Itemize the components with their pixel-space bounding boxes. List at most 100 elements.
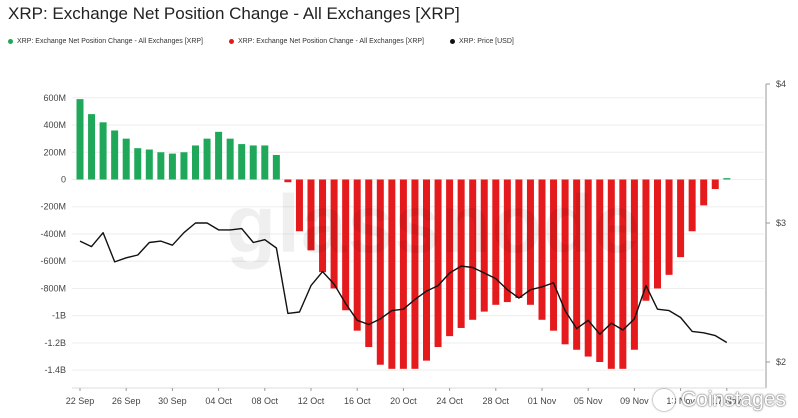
y-left-tick-label: -200M	[40, 202, 66, 212]
netflow-bar	[111, 130, 119, 180]
x-tick-label: 04 Oct	[205, 396, 232, 406]
legend-dot-icon	[229, 39, 234, 44]
netflow-bar	[584, 179, 592, 357]
netflow-bar	[573, 179, 581, 350]
x-tick-label: 05 Nov	[574, 396, 603, 406]
netflow-bar	[376, 179, 384, 365]
netflow-bar	[538, 179, 546, 320]
coinstages-watermark: Coinstages	[652, 388, 786, 412]
y-left-tick-label: 0	[61, 175, 66, 185]
netflow-bar	[99, 122, 107, 180]
legend: XRP: Exchange Net Position Change - All …	[8, 38, 540, 45]
netflow-bar	[469, 179, 477, 320]
legend-item-netflow-negative[interactable]: XRP: Exchange Net Position Change - All …	[229, 38, 424, 45]
netflow-bar	[688, 179, 696, 232]
netflow-bar	[238, 144, 246, 180]
price-line	[79, 222, 728, 344]
netflow-bar	[365, 179, 373, 348]
legend-label: XRP: Price [USD]	[459, 38, 514, 45]
x-tick-label: 20 Oct	[390, 396, 417, 406]
netflow-bar	[203, 138, 211, 180]
netflow-bar	[134, 148, 142, 180]
x-tick-label: 24 Oct	[436, 396, 463, 406]
x-tick-label: 01 Nov	[528, 396, 557, 406]
netflow-bar	[711, 179, 719, 190]
y-left-tick-label: 400M	[43, 120, 66, 130]
y-left-tick-label: -1B	[52, 311, 66, 321]
netflow-bar	[399, 179, 407, 369]
y-right-tick-label: $3	[776, 218, 786, 228]
netflow-bar	[88, 114, 96, 180]
y-left-tick-label: -1.4B	[44, 365, 66, 375]
netflow-bar	[503, 179, 511, 303]
y-right-tick-label: $4	[776, 79, 786, 89]
y-left-tick-label: -400M	[40, 229, 66, 239]
y-left-tick-label: 200M	[43, 147, 66, 157]
x-tick-label: 30 Sep	[158, 396, 187, 406]
netflow-bar	[492, 179, 500, 305]
netflow-bar	[272, 154, 280, 180]
netflow-bar	[261, 145, 269, 180]
chart-title: XRP: Exchange Net Position Change - All …	[8, 4, 460, 23]
netflow-bar	[596, 179, 604, 363]
legend-label: XRP: Exchange Net Position Change - All …	[238, 38, 424, 45]
glassnode-watermark: glassnode	[226, 179, 641, 270]
legend-item-netflow-positive[interactable]: XRP: Exchange Net Position Change - All …	[8, 38, 203, 45]
netflow-bar	[330, 179, 338, 289]
x-tick-label: 28 Oct	[483, 396, 510, 406]
y-right-tick-label: $2	[776, 357, 786, 367]
netflow-bar	[423, 179, 430, 361]
netflow-bar	[526, 179, 534, 305]
legend-dot-icon	[8, 39, 13, 44]
netflow-bar	[284, 179, 292, 183]
netflow-bar	[180, 152, 188, 180]
x-tick-label: 17 Nov	[713, 396, 742, 406]
netflow-bar	[457, 179, 465, 328]
netflow-bar	[642, 179, 650, 301]
legend-label: XRP: Exchange Net Position Change - All …	[17, 38, 203, 45]
y-left-tick-label: -1.2B	[44, 338, 66, 348]
netflow-bar	[76, 99, 84, 180]
netflow-bar	[561, 179, 569, 345]
netflow-bar	[700, 179, 708, 206]
netflow-bar	[319, 179, 327, 273]
netflow-bar	[215, 131, 223, 180]
netflow-bar	[353, 179, 361, 331]
netflow-bar	[619, 179, 627, 369]
netflow-bar	[342, 179, 350, 311]
netflow-bar	[307, 179, 315, 251]
legend-dot-icon	[450, 39, 455, 44]
netflow-bar	[388, 179, 396, 369]
x-tick-label: 12 Oct	[298, 396, 325, 406]
netflow-bar	[480, 179, 488, 312]
netflow-bar	[192, 145, 199, 180]
netflow-bar	[168, 153, 176, 180]
x-tick-label: 16 Oct	[344, 396, 371, 406]
netflow-bar	[607, 179, 615, 369]
netflow-bar	[122, 138, 130, 180]
netflow-bar	[630, 179, 638, 350]
x-tick-label: 09 Nov	[620, 396, 649, 406]
legend-item-price[interactable]: XRP: Price [USD]	[450, 38, 514, 45]
netflow-bar	[157, 152, 165, 180]
netflow-bar	[249, 145, 257, 180]
coinstages-logo-icon	[652, 389, 675, 411]
x-tick-label: 26 Sep	[112, 396, 141, 406]
netflow-bar	[654, 179, 661, 289]
netflow-bar	[145, 149, 153, 180]
netflow-bar	[723, 178, 731, 180]
netflow-bar	[226, 138, 234, 180]
netflow-bar	[515, 179, 523, 298]
x-tick-label: 08 Oct	[252, 396, 279, 406]
netflow-bar	[434, 179, 442, 348]
netflow-bar	[665, 179, 673, 275]
y-left-tick-label: -800M	[40, 283, 66, 293]
netflow-bar	[446, 179, 454, 337]
netflow-bar	[411, 179, 419, 369]
netflow-bar	[677, 179, 685, 258]
netflow-bar	[295, 179, 303, 232]
x-tick-label: 13 Nov	[666, 396, 695, 406]
netflow-bar	[550, 179, 558, 331]
coinstages-text: Coinstages	[680, 388, 786, 411]
